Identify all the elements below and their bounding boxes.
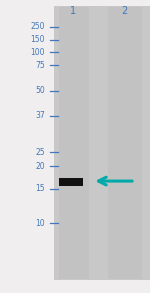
Text: 50: 50 — [35, 86, 45, 95]
Bar — [108, 7, 142, 279]
Text: 20: 20 — [35, 162, 45, 171]
Text: 37: 37 — [35, 111, 45, 120]
Text: 10: 10 — [35, 219, 45, 228]
Text: 15: 15 — [35, 185, 45, 193]
Text: 2: 2 — [121, 6, 128, 16]
Bar — [59, 7, 89, 279]
Text: 25: 25 — [35, 148, 45, 157]
Text: 1: 1 — [70, 6, 76, 16]
Bar — [59, 178, 83, 186]
Text: 150: 150 — [30, 35, 45, 44]
Bar — [54, 6, 150, 280]
Text: 250: 250 — [30, 23, 45, 31]
Text: 75: 75 — [35, 61, 45, 69]
Text: 100: 100 — [30, 48, 45, 57]
